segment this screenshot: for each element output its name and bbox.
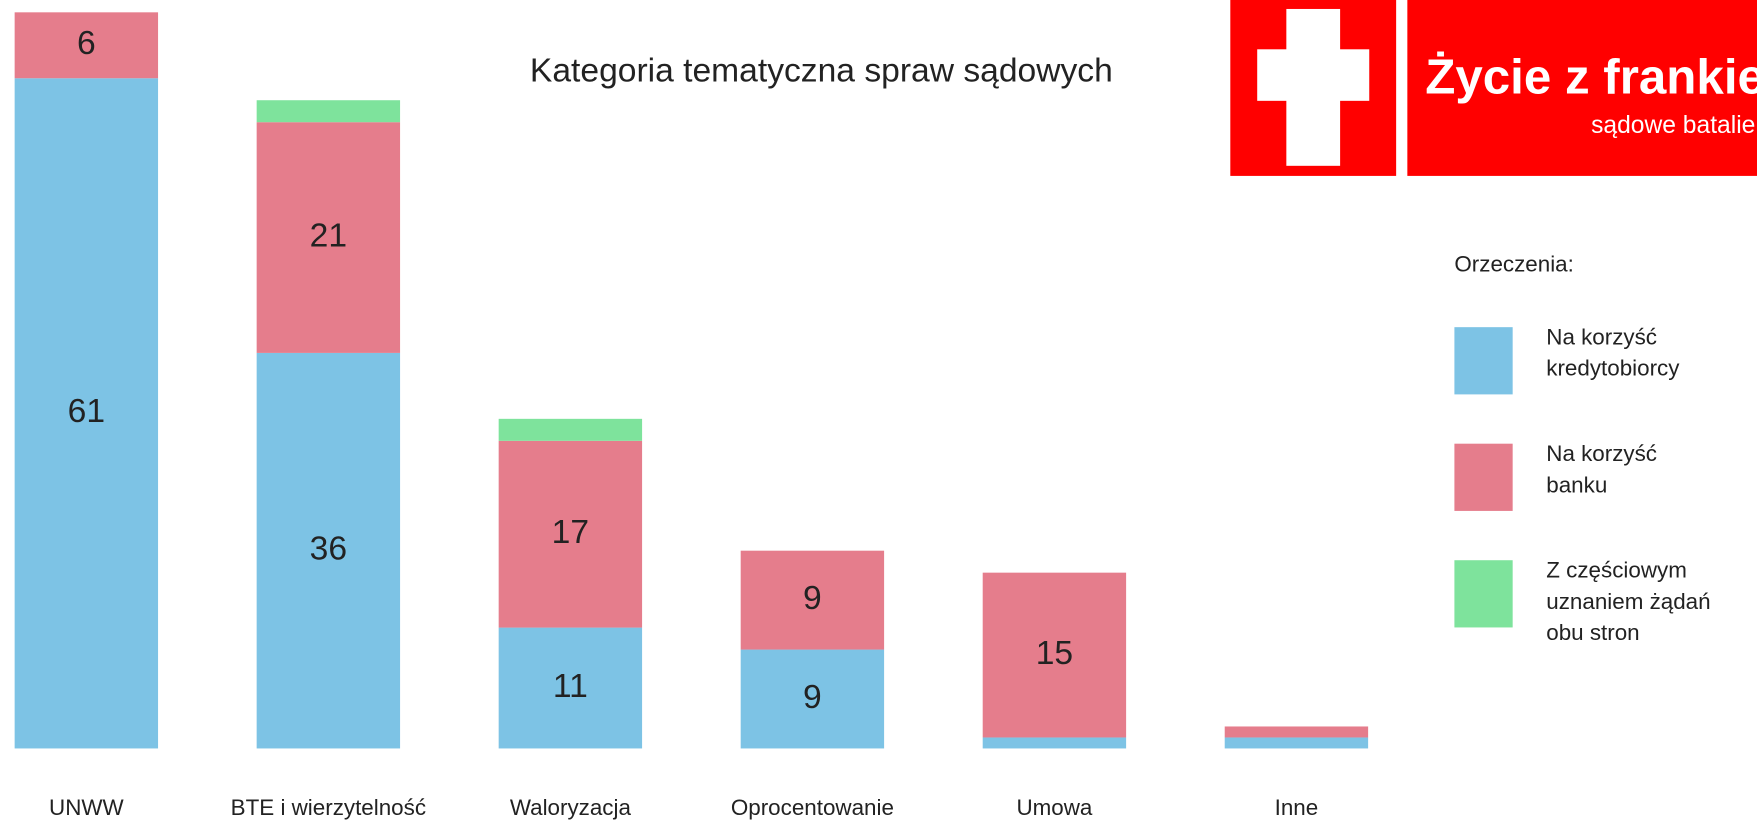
bar-segment (498, 418, 643, 441)
bar-segment (740, 649, 885, 749)
data-label: 6 (77, 25, 96, 62)
legend-label: Na korzyść banku (1546, 441, 1657, 497)
data-label: 15 (1036, 635, 1073, 672)
data-label: 17 (552, 514, 589, 551)
logo-cross (1257, 49, 1370, 101)
bar-segment (982, 572, 1127, 738)
bar-segment (982, 737, 1127, 749)
bar-segment (740, 550, 885, 650)
legend-swatch (1454, 560, 1513, 628)
legend-swatch (1454, 327, 1513, 395)
data-label: 11 (553, 668, 588, 705)
bar-segment (256, 100, 401, 123)
logo-banner (1407, 0, 1757, 176)
data-label: 61 (68, 393, 105, 430)
legend-title: Orzeczenia: (1454, 251, 1573, 276)
x-tick-label: Umowa (1016, 795, 1092, 820)
bar-segment (498, 627, 643, 749)
data-label: 36 (310, 531, 347, 568)
data-label: 9 (803, 580, 822, 617)
legend-label: Z częściowym uznaniem żądań obu stron (1546, 557, 1710, 645)
data-label: 21 (310, 217, 347, 254)
x-tick-label: BTE i wierzytelność (231, 795, 426, 820)
legend-swatch (1454, 443, 1513, 511)
x-tick-label: Waloryzacja (510, 795, 632, 820)
bar-segment (14, 12, 159, 79)
bar-segment (14, 78, 159, 749)
x-tick-label: UNWW (49, 795, 124, 820)
logo-subtitle: sądowe batalie (1591, 112, 1755, 139)
logo-title: Życie z frankiem (1425, 50, 1757, 105)
bar-segment (256, 122, 401, 353)
legend-label: Na korzyść kredytobiorcy (1546, 324, 1680, 380)
bar-segment (1224, 726, 1369, 738)
bar-segment (1224, 737, 1369, 749)
x-tick-label: Inne (1275, 795, 1319, 820)
x-tick-label: Oprocentowanie (731, 795, 894, 820)
data-label: 9 (803, 679, 822, 716)
chart-title: Kategoria tematyczna spraw sądowych (530, 53, 1113, 90)
bar-segment (256, 352, 401, 749)
bar-segment (498, 440, 643, 628)
